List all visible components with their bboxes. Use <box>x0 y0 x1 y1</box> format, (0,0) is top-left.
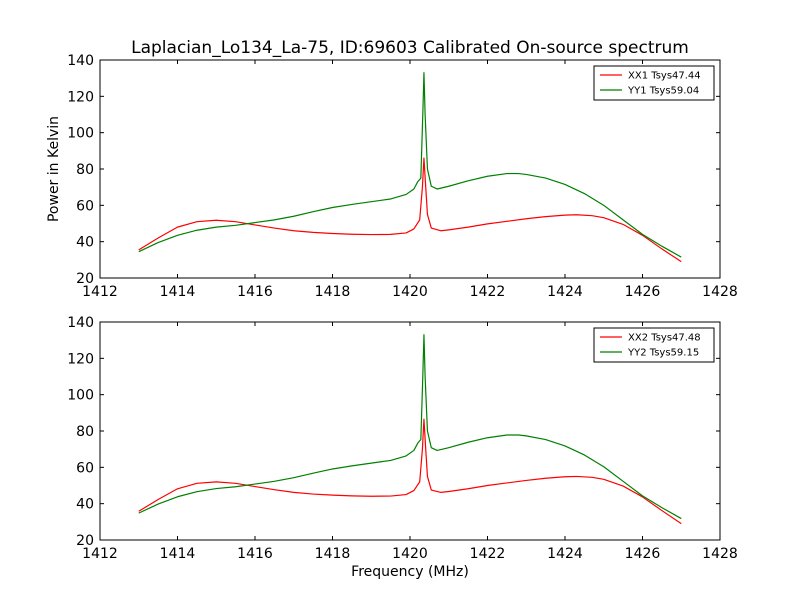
figure-title: Laplacian_Lo134_La-75, ID:69603 Calibrat… <box>131 38 689 58</box>
legend-label: XX1 Tsys47.44 <box>628 71 701 82</box>
y-tick-label: 140 <box>67 53 94 69</box>
x-tick-label: 1420 <box>392 284 428 300</box>
legend-1: XX1 Tsys47.44 YY1 Tsys59.04 <box>593 65 715 101</box>
y-tick-label: 140 <box>67 315 94 331</box>
y-tick-label: 20 <box>76 533 94 549</box>
legend-2: XX2 Tsys47.48 YY2 Tsys59.15 <box>593 327 715 363</box>
y-tick-label: 120 <box>67 89 94 105</box>
x-tick-label: 1416 <box>237 284 273 300</box>
series-line-2-1 <box>138 418 682 525</box>
x-tick-label: 1414 <box>160 284 196 300</box>
x-tick-label: 1426 <box>625 284 661 300</box>
y-tick-label: 60 <box>76 460 94 476</box>
x-tick-label: 1416 <box>237 546 273 562</box>
y-tick-label: 80 <box>76 424 94 440</box>
y-tick-label: 40 <box>76 235 94 251</box>
x-axis-label: Frequency (MHz) <box>351 564 469 580</box>
x-tick-label: 1424 <box>547 546 583 562</box>
legend-box <box>593 327 715 363</box>
legend-label: YY1 Tsys59.04 <box>627 86 699 97</box>
x-tick-label: 1418 <box>315 284 351 300</box>
series-line-1-2 <box>138 72 682 258</box>
y-tick-label: 20 <box>76 271 94 287</box>
y-axis-label: Power in Kelvin <box>46 116 62 222</box>
y-tick-label: 80 <box>76 162 94 178</box>
plots-group: 1412 1414 1416 1418 1420 1422 1424 1426 1428 20 40… <box>46 53 738 580</box>
plot-panel-1: 1412 1414 1416 1418 1420 1422 1424 1426 1428 20 40… <box>46 53 738 300</box>
x-tick-label: 1428 <box>702 546 738 562</box>
y-tick-label: 100 <box>67 126 94 142</box>
legend-label: YY2 Tsys59.15 <box>627 348 699 359</box>
y-tick-label: 120 <box>67 351 94 367</box>
x-tick-label: 1414 <box>160 546 196 562</box>
x-tick-label: 1412 <box>82 546 118 562</box>
series-line-1-1 <box>138 157 682 263</box>
x-tick-label: 1422 <box>470 284 506 300</box>
x-tick-label: 1428 <box>702 284 738 300</box>
x-tick-label: 1422 <box>470 546 506 562</box>
y-tick-label: 60 <box>76 198 94 214</box>
y-tick-label: 40 <box>76 497 94 513</box>
legend-box <box>593 65 715 101</box>
x-tick-label: 1418 <box>315 546 351 562</box>
y-tick-label: 100 <box>67 388 94 404</box>
x-tick-label: 1426 <box>625 546 661 562</box>
legend-label: XX2 Tsys47.48 <box>628 333 701 344</box>
x-tick-label: 1412 <box>82 284 118 300</box>
series-line-2-2 <box>138 334 682 520</box>
plot-panel-2: 1412 1414 1416 1418 1420 1422 1424 1426 1428 20 40… <box>67 315 738 580</box>
x-tick-label: 1424 <box>547 284 583 300</box>
x-tick-label: 1420 <box>392 546 428 562</box>
